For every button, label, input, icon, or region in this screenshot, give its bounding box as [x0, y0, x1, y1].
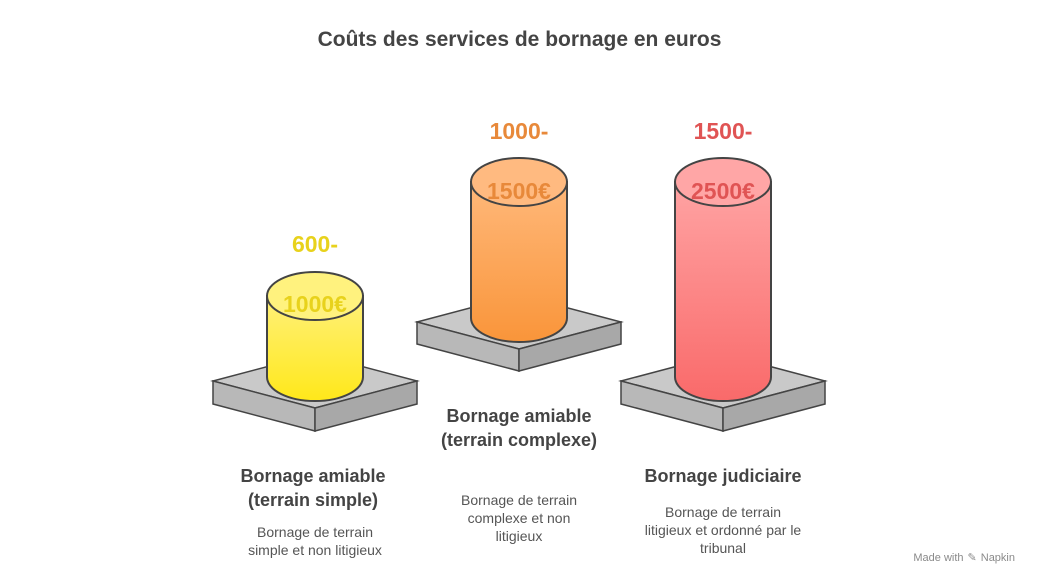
price-2-line1: 1000- — [489, 118, 549, 144]
price-3-line1: 1500- — [693, 118, 753, 144]
price-2: 1000- 1500€ — [439, 86, 599, 236]
napkin-logo-icon: ✎ — [967, 552, 977, 564]
price-3-line2: 2500€ — [691, 178, 755, 204]
price-3: 1500- 2500€ — [643, 86, 803, 236]
cylinder-2 — [470, 157, 568, 343]
price-1-line1: 600- — [291, 231, 339, 257]
item-2-label: Bornage amiable (terrain complexe) — [440, 406, 598, 450]
item-1-label: Bornage amiable (terrain simple) — [240, 466, 386, 510]
napkin-brand: Napkin — [980, 551, 1015, 564]
made-with-text: Made with — [913, 551, 964, 564]
price-2-line2: 1500€ — [487, 178, 551, 204]
item-3-label: Bornage judiciaire — [644, 466, 802, 486]
price-1: 600- 1000€ — [235, 199, 395, 349]
item-1-description: Bornage de terrain simple et non litigie… — [248, 524, 382, 558]
cylinder-3 — [674, 157, 772, 402]
made-with-napkin[interactable]: Made with ✎ Napkin — [913, 551, 1015, 565]
item-2-description: Bornage de terrain complexe et non litig… — [461, 492, 577, 544]
item-3-description: Bornage de terrain litigieux et ordonné … — [644, 504, 802, 556]
page-title: Coûts des services de bornage en euros — [317, 28, 722, 51]
cylinder-1 — [266, 271, 364, 402]
price-1-line2: 1000€ — [283, 291, 347, 317]
